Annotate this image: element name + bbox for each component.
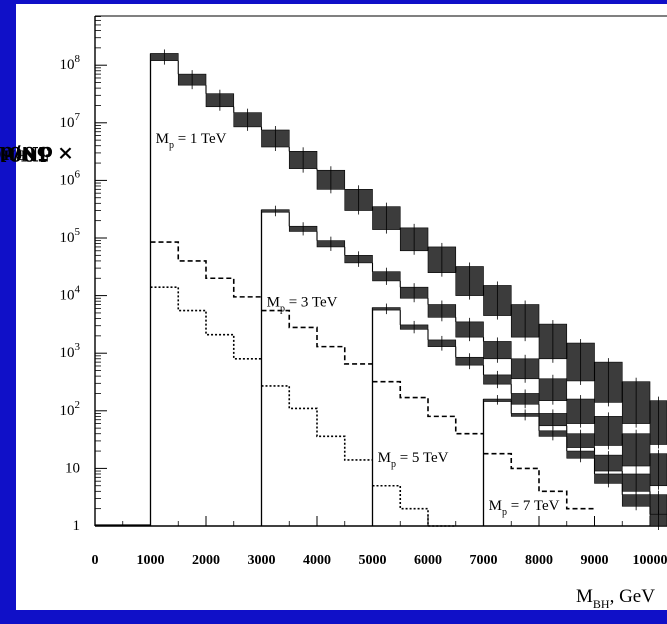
x-tick-label: 3000 xyxy=(248,553,276,568)
y-tick-label: 10 xyxy=(65,460,80,476)
x-tick-label: 2000 xyxy=(192,553,220,568)
dashed-histogram xyxy=(150,241,262,298)
dashed-histogram xyxy=(261,309,373,365)
annotation-mp5: Mp = 5 TeV xyxy=(378,450,449,470)
dashed-histogram xyxy=(372,380,484,435)
y-tick-label: 106 xyxy=(60,168,81,188)
y-tick-label: 105 xyxy=(60,226,81,246)
x-tick-label: 6000 xyxy=(414,553,442,568)
y-tick-label: 103 xyxy=(60,341,81,361)
annotation-mp1: Mp = 1 TeV xyxy=(156,131,227,151)
y-tick-label: 108 xyxy=(60,53,81,73)
x-tick-label: 9000 xyxy=(581,553,609,568)
x-tick-label: 10000 xyxy=(633,553,667,568)
x-axis-label: MBH, GeV xyxy=(576,586,655,610)
histogram-chart: 1 10 102 103 104 105 106 107 108 0 1000 2000 3000 400… xyxy=(60,15,667,610)
dotted-histogram xyxy=(372,484,456,527)
y-tick-label: 1 xyxy=(73,518,81,534)
dashed-histogram xyxy=(483,452,595,510)
x-tick-label: 4000 xyxy=(303,553,331,568)
y-tick-label: 107 xyxy=(60,111,81,131)
dotted-histogram xyxy=(261,385,373,461)
annotation-mp7: Mp = 7 TeV xyxy=(489,498,560,518)
x-tick-label: 5000 xyxy=(359,553,387,568)
x-tick-label: 1000 xyxy=(137,553,165,568)
annotation-mp3: Mp = 3 TeV xyxy=(267,294,338,314)
x-tick-label: 0 xyxy=(92,553,99,568)
x-tick-label: 8000 xyxy=(525,553,553,568)
y-tick-label: 104 xyxy=(60,284,81,304)
dotted-histogram xyxy=(150,286,262,360)
y-tick-label: 102 xyxy=(60,399,81,419)
figure-frame: dN/dMBH × 500 GeV 1101021031041051061071… xyxy=(0,4,667,610)
x-tick-label: 7000 xyxy=(470,553,498,568)
